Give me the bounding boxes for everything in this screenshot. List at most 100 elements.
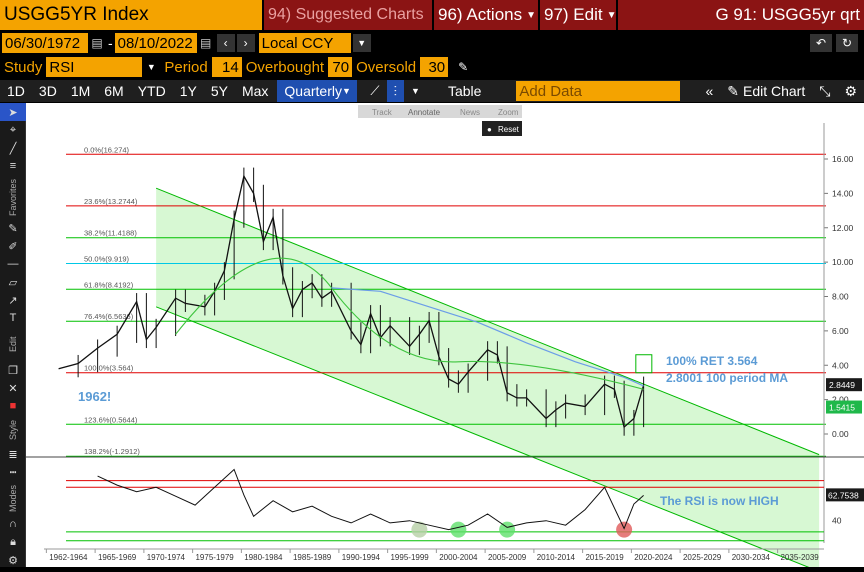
edit-tab[interactable]: Edit xyxy=(0,327,26,361)
magnet-icon[interactable]: ∩ xyxy=(9,518,17,530)
overbought-input[interactable]: 70 xyxy=(328,57,353,77)
pencil-icon[interactable]: ✎ xyxy=(458,60,469,74)
resize-icon[interactable]: ⤡ xyxy=(819,82,831,99)
zoom-button[interactable]: Zoom xyxy=(498,108,519,117)
track-button[interactable]: Track xyxy=(372,108,393,117)
copy-icon[interactable]: ❐ xyxy=(8,364,18,377)
range-6m-button[interactable]: 6M xyxy=(104,83,124,99)
x-tick-label: 2035-2039 xyxy=(780,553,819,562)
modes-label: Modes xyxy=(8,484,18,512)
y-tick-label: 10.00 xyxy=(832,257,854,267)
line-weight-icon[interactable]: ≣ xyxy=(8,448,18,461)
channel-price-tag-label: 1.5415 xyxy=(829,403,855,413)
fib-label: 50.0%(9.919) xyxy=(84,255,130,264)
suggested-charts-button[interactable]: 94) Suggested Charts xyxy=(264,0,432,30)
color-icon[interactable]: ■ xyxy=(9,400,17,412)
oversold-input[interactable]: 30 xyxy=(420,57,449,77)
delete-icon[interactable]: ✕ xyxy=(8,382,18,395)
ticker-label: USGG5YR Index xyxy=(4,4,149,25)
y-tick-label: 6.00 xyxy=(832,326,849,336)
line-style-icon[interactable]: ┅ xyxy=(9,466,17,479)
x-tick-label: 2015-2019 xyxy=(585,553,624,562)
y-tick-label: 16.00 xyxy=(832,154,854,164)
range-1d-button[interactable]: 1D xyxy=(7,83,25,99)
suggested-label: 94) Suggested Charts xyxy=(268,6,424,23)
annotate-button[interactable]: Annotate xyxy=(408,108,441,117)
cursor-icon[interactable]: ➤ xyxy=(0,103,26,121)
range-max-button[interactable]: Max xyxy=(241,83,269,99)
annotation-ret: 100% RET 3.564 xyxy=(666,354,758,368)
end-date-input[interactable]: 08/10/2022 xyxy=(114,33,197,53)
study-label: Study xyxy=(4,58,43,76)
chevron-down-icon[interactable]: ▼ xyxy=(352,34,371,52)
modes-tab[interactable]: Modes xyxy=(0,481,26,515)
fib-label: 23.6%(13.2744) xyxy=(84,197,138,206)
edit-chart-label: Edit Chart xyxy=(742,83,806,99)
actions-label: 96) Actions xyxy=(438,5,523,24)
channel-lower-line xyxy=(155,306,820,572)
period-input[interactable]: 14 xyxy=(211,57,242,77)
fib-label: 76.4%(6.5636) xyxy=(84,312,134,321)
actions-button[interactable]: 96) Actions ▼ xyxy=(434,0,538,30)
range-3d-button[interactable]: 3D xyxy=(38,83,57,99)
favorites-label: Favorites xyxy=(8,178,18,216)
line-chart-icon[interactable]: ⟋ xyxy=(370,83,380,98)
refresh-icon[interactable]: ↻ xyxy=(836,34,858,52)
news-button[interactable]: News xyxy=(460,108,480,117)
calendar-icon[interactable]: ▤ xyxy=(91,36,103,50)
x-tick-label: 2020-2024 xyxy=(634,553,673,562)
study-select[interactable]: RSI xyxy=(46,57,143,77)
trendline-icon[interactable]: ╱ xyxy=(9,142,17,155)
chevron-left-icon[interactable]: ‹ xyxy=(216,34,235,52)
hline-icon[interactable]: — xyxy=(7,258,19,270)
add-data-input[interactable]: Add Data xyxy=(516,81,681,101)
rsi-line xyxy=(97,468,644,531)
reset-button[interactable] xyxy=(482,121,522,136)
smoothing-line xyxy=(175,257,644,390)
range-ytd-button[interactable]: YTD xyxy=(137,83,166,99)
add-data-placeholder: Add Data xyxy=(519,82,582,100)
x-tick-label: 2030-2034 xyxy=(732,553,771,562)
rsi-tick-label: 40 xyxy=(832,516,842,526)
overbought-value: 70 xyxy=(332,58,350,76)
chart-area[interactable]: Track Annotate News Zoom ● Reset 0.0%(16… xyxy=(26,103,864,572)
x-tick-label: 2010-2014 xyxy=(537,553,576,562)
fib-tool-icon[interactable]: ≡ xyxy=(9,160,17,172)
x-tick-label: 1965-1969 xyxy=(98,553,137,562)
range-1m-button[interactable]: 1M xyxy=(70,83,91,99)
currency-select[interactable]: Local CCY xyxy=(258,33,351,53)
lock-icon[interactable]: 🔒︎ xyxy=(10,535,16,548)
crosshair-icon[interactable]: ⌖ xyxy=(9,123,17,136)
chevron-down-icon[interactable]: ▼ xyxy=(146,62,156,72)
chevron-down-icon[interactable]: ▼ xyxy=(411,86,420,96)
text-icon[interactable]: T xyxy=(9,312,17,324)
price-chart[interactable]: Track Annotate News Zoom ● Reset 0.0%(16… xyxy=(26,103,864,572)
undo-icon[interactable]: ↶ xyxy=(810,34,832,52)
range-5y-button[interactable]: 5Y xyxy=(210,83,228,99)
edit-chart-button[interactable]: ✎ Edit Chart xyxy=(720,80,812,102)
rsi-low-circle xyxy=(411,521,428,538)
collapse-icon[interactable]: « xyxy=(705,83,714,99)
start-date-input[interactable]: 06/30/1972 xyxy=(2,33,88,53)
channel-icon[interactable]: ▱ xyxy=(8,276,18,289)
settings-icon[interactable]: ⚙ xyxy=(8,554,18,567)
chevron-right-icon[interactable]: › xyxy=(236,34,255,52)
arrow-icon[interactable]: ↗ xyxy=(8,294,18,307)
gear-icon[interactable]: ⚙ xyxy=(844,82,857,99)
calendar-icon[interactable]: ▤ xyxy=(200,36,212,50)
style-tab[interactable]: Style xyxy=(0,415,26,445)
range-1y-button[interactable]: 1Y xyxy=(179,83,197,99)
brush-icon[interactable]: ✐ xyxy=(8,240,18,253)
favorites-tab[interactable]: Favorites xyxy=(0,175,26,219)
x-tick-label: 1975-1979 xyxy=(195,553,234,562)
frequency-select[interactable]: Quarterly ▼ xyxy=(277,80,358,102)
ticker-field[interactable]: USGG5YR Index xyxy=(0,0,262,30)
candle-chart-icon[interactable]: ⫶ xyxy=(386,80,405,102)
range-toolbar: 1D 3D 1M 6M YTD 1Y 5Y Max Quarterly ▼ ⟋ ⫶… xyxy=(0,80,864,102)
pen-icon[interactable]: ✎ xyxy=(8,222,18,235)
edit-menu-button[interactable]: 97) Edit ▼ xyxy=(540,0,617,30)
target-box xyxy=(635,354,653,374)
rsi-low-circle xyxy=(450,521,467,538)
pencil-icon: ✎ xyxy=(727,82,739,99)
table-button[interactable]: Table xyxy=(447,83,482,99)
